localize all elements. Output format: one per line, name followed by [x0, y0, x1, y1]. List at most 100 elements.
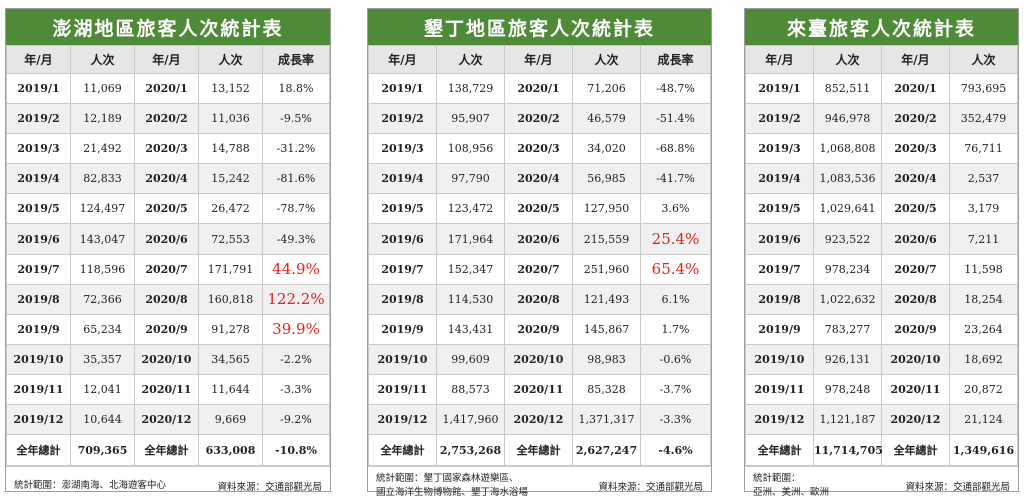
month-cell: 2019/11: [6, 373, 71, 406]
month-cell: 2019/1: [368, 72, 437, 105]
month-cell: 2020/5: [881, 193, 950, 225]
total-cell: 11,714,705: [813, 434, 883, 467]
growth-cell: 1.7%: [640, 313, 711, 345]
count-cell: 978,234: [813, 253, 882, 285]
total-cell: 1,349,616: [949, 434, 1018, 467]
table-row: 2019/9 783,277 2020/9 23,264: [745, 313, 1018, 345]
header-growth: 成長率: [640, 45, 711, 74]
count-cell: 152,347: [436, 253, 505, 285]
month-cell: 2019/5: [745, 193, 814, 225]
header-ym-2020: 年/月: [134, 45, 199, 74]
month-cell: 2019/3: [368, 133, 437, 165]
penghu-title: 澎湖地區旅客人次統計表: [6, 9, 330, 45]
count-cell: 1,068,808: [813, 133, 882, 165]
month-cell: 2020/11: [881, 373, 950, 406]
month-cell: 2020/9: [134, 313, 199, 345]
growth-cell: 25.4%: [640, 223, 711, 255]
growth-cell: 6.1%: [640, 283, 711, 315]
growth-cell: -0.6%: [640, 343, 711, 375]
month-cell: 2020/12: [504, 404, 573, 436]
month-cell: 2019/9: [745, 313, 814, 345]
count-cell: 13,152: [198, 72, 263, 105]
month-cell: 2020/8: [134, 283, 199, 315]
count-cell: 852,511: [813, 72, 882, 105]
total-cell: 全年總計: [745, 434, 814, 467]
header-ym-2020: 年/月: [504, 45, 573, 74]
count-cell: 56,985: [572, 163, 641, 195]
count-cell: 65,234: [70, 313, 135, 345]
table-row: 2019/10 99,609 2020/10 98,983 -0.6%: [368, 343, 711, 375]
month-cell: 2019/2: [368, 103, 437, 135]
count-cell: 1,121,187: [813, 404, 882, 436]
month-cell: 2019/9: [368, 313, 437, 345]
table-row: 2019/1 852,511 2020/1 793,695: [745, 72, 1018, 105]
count-cell: 85,328: [572, 373, 641, 406]
month-cell: 2020/9: [504, 313, 573, 345]
growth-cell: -3.3%: [640, 404, 711, 436]
total-cell: 全年總計: [504, 434, 573, 467]
header-ym-2019: 年/月: [368, 45, 437, 74]
month-cell: 2019/12: [368, 404, 437, 436]
count-cell: 18,692: [949, 343, 1018, 375]
header-growth: 成長率: [262, 45, 330, 74]
table-row: 2019/2 95,907 2020/2 46,579 -51.4%: [368, 103, 711, 135]
month-cell: 2019/2: [6, 103, 71, 135]
total-cell: 全年總計: [134, 434, 199, 467]
count-cell: 138,729: [436, 72, 505, 105]
taiwan-table: 年/月 人次 年/月 人次 2019/1 852,511 2020/1 793,695…: [745, 45, 1018, 467]
table-row: 2019/11 12,041 2020/11 11,644 -3.3%: [6, 373, 330, 406]
total-cell: -4.6%: [640, 434, 711, 467]
month-cell: 2020/8: [881, 283, 950, 315]
month-cell: 2020/3: [504, 133, 573, 165]
growth-cell: -41.7%: [640, 163, 711, 195]
month-cell: 2020/2: [504, 103, 573, 135]
month-cell: 2020/1: [134, 72, 199, 105]
month-cell: 2020/1: [881, 72, 950, 105]
kenting-footer: 統計範圍：墾丁國家森林遊樂區、 國立海洋生物博物館、墾丁海水浴場 資料來源：交通…: [368, 466, 711, 504]
month-cell: 2019/8: [6, 283, 71, 315]
count-cell: 11,069: [70, 72, 135, 105]
count-cell: 97,790: [436, 163, 505, 195]
growth-cell: -9.5%: [262, 103, 330, 135]
header-count-2020: 人次: [572, 45, 641, 74]
table-row: 2019/7 118,596 2020/7 171,791 44.9%: [6, 253, 330, 285]
month-cell: 2019/6: [6, 223, 71, 255]
total-cell: 2,627,247: [572, 434, 641, 467]
growth-cell: -49.3%: [262, 223, 330, 255]
table-row: 2019/11 88,573 2020/11 85,328 -3.7%: [368, 373, 711, 406]
month-cell: 2019/4: [368, 163, 437, 195]
growth-cell: 18.8%: [262, 72, 330, 105]
count-cell: 978,248: [813, 373, 882, 406]
growth-cell: -68.8%: [640, 133, 711, 165]
count-cell: 35,357: [70, 343, 135, 375]
count-cell: 143,431: [436, 313, 505, 345]
table-row: 2019/12 10,644 2020/12 9,669 -9.2%: [6, 404, 330, 436]
table-row: 2019/6 171,964 2020/6 215,559 25.4%: [368, 223, 711, 255]
table-row: 2019/5 123,472 2020/5 127,950 3.6%: [368, 193, 711, 225]
growth-cell: -51.4%: [640, 103, 711, 135]
month-cell: 2020/12: [881, 404, 950, 436]
table-row: 2019/10 35,357 2020/10 34,565 -2.2%: [6, 343, 330, 375]
table-row: 2019/6 923,522 2020/6 7,211: [745, 223, 1018, 255]
month-cell: 2019/12: [745, 404, 814, 436]
count-cell: 21,492: [70, 133, 135, 165]
month-cell: 2019/3: [6, 133, 71, 165]
count-cell: 123,472: [436, 193, 505, 225]
month-cell: 2019/4: [6, 163, 71, 195]
month-cell: 2019/5: [6, 193, 71, 225]
header-ym-2019: 年/月: [745, 45, 814, 74]
month-cell: 2019/11: [745, 373, 814, 406]
table-row: 2019/10 926,131 2020/10 18,692: [745, 343, 1018, 375]
total-row: 全年總計 2,753,268 全年總計 2,627,247 -4.6%: [368, 434, 711, 467]
count-cell: 793,695: [949, 72, 1018, 105]
count-cell: 18,254: [949, 283, 1018, 315]
count-cell: 11,598: [949, 253, 1018, 285]
table-row: 2019/12 1,121,187 2020/12 21,124: [745, 404, 1018, 436]
taiwan-panel: 來臺旅客人次統計表 年/月 人次 年/月 人次 2019/1 852,511 202…: [744, 8, 1019, 498]
month-cell: 2020/6: [504, 223, 573, 255]
month-cell: 2019/7: [745, 253, 814, 285]
growth-cell: -9.2%: [262, 404, 330, 436]
month-cell: 2019/5: [368, 193, 437, 225]
count-cell: 215,559: [572, 223, 641, 255]
count-cell: 171,791: [198, 253, 263, 285]
